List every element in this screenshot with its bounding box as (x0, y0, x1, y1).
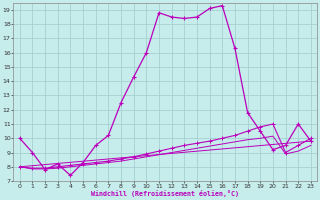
X-axis label: Windchill (Refroidissement éolien,°C): Windchill (Refroidissement éolien,°C) (91, 190, 239, 197)
